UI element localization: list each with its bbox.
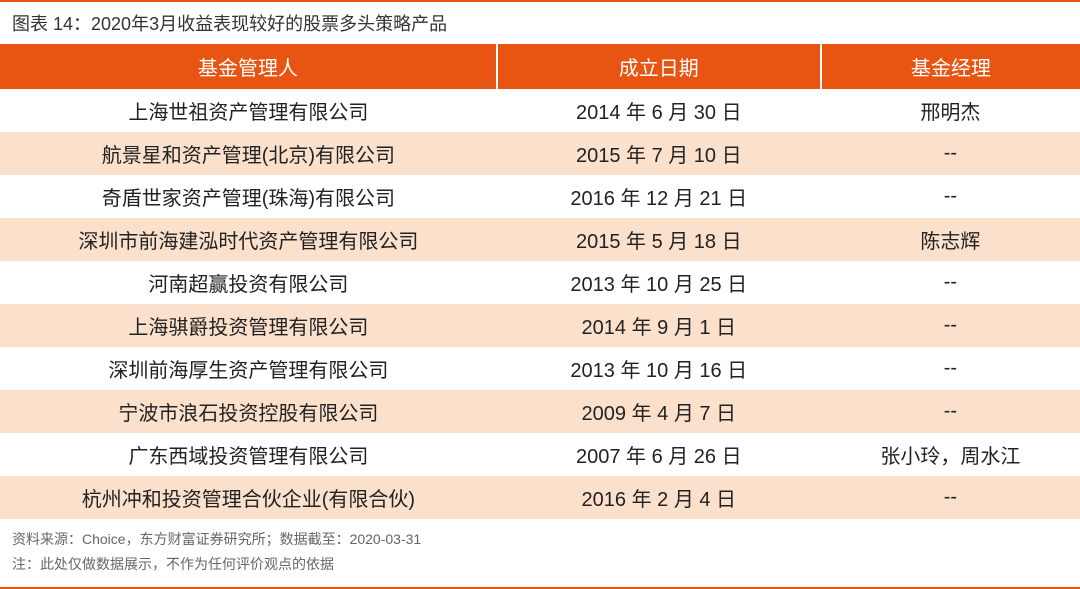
table-row: 河南超赢投资有限公司 2013 年 10 月 25 日 --	[0, 261, 1080, 304]
cell-manager: 宁波市浪石投资控股有限公司	[0, 390, 497, 433]
table-row: 杭州冲和投资管理合伙企业(有限合伙) 2016 年 2 月 4 日 --	[0, 476, 1080, 519]
cell-date: 2016 年 2 月 4 日	[497, 476, 821, 519]
table-row: 奇盾世家资产管理(珠海)有限公司 2016 年 12 月 21 日 --	[0, 175, 1080, 218]
table-row: 宁波市浪石投资控股有限公司 2009 年 4 月 7 日 --	[0, 390, 1080, 433]
table-row: 上海骐爵投资管理有限公司 2014 年 9 月 1 日 --	[0, 304, 1080, 347]
cell-pm: --	[821, 132, 1080, 175]
cell-manager: 河南超赢投资有限公司	[0, 261, 497, 304]
col-header-manager: 基金管理人	[0, 44, 497, 89]
cell-date: 2016 年 12 月 21 日	[497, 175, 821, 218]
table-header-row: 基金管理人 成立日期 基金经理	[0, 44, 1080, 89]
table-row: 深圳前海厚生资产管理有限公司 2013 年 10 月 16 日 --	[0, 347, 1080, 390]
col-header-pm: 基金经理	[821, 44, 1080, 89]
footnote-disclaimer: 注：此处仅做数据展示，不作为任何评价观点的依据	[12, 552, 1068, 577]
table-row: 广东西域投资管理有限公司 2007 年 6 月 26 日 张小玲，周水江	[0, 433, 1080, 476]
cell-date: 2013 年 10 月 25 日	[497, 261, 821, 304]
cell-manager: 航景星和资产管理(北京)有限公司	[0, 132, 497, 175]
cell-manager: 深圳市前海建泓时代资产管理有限公司	[0, 218, 497, 261]
cell-pm: 张小玲，周水江	[821, 433, 1080, 476]
cell-date: 2015 年 5 月 18 日	[497, 218, 821, 261]
figure-title: 图表 14：2020年3月收益表现较好的股票多头策略产品	[0, 0, 1080, 44]
cell-manager: 奇盾世家资产管理(珠海)有限公司	[0, 175, 497, 218]
cell-pm: --	[821, 304, 1080, 347]
figure-container: 图表 14：2020年3月收益表现较好的股票多头策略产品 基金管理人 成立日期 …	[0, 0, 1080, 589]
cell-pm: 陈志辉	[821, 218, 1080, 261]
cell-manager: 广东西域投资管理有限公司	[0, 433, 497, 476]
cell-date: 2014 年 9 月 1 日	[497, 304, 821, 347]
cell-manager: 杭州冲和投资管理合伙企业(有限合伙)	[0, 476, 497, 519]
table-row: 深圳市前海建泓时代资产管理有限公司 2015 年 5 月 18 日 陈志辉	[0, 218, 1080, 261]
cell-date: 2009 年 4 月 7 日	[497, 390, 821, 433]
cell-manager: 上海世祖资产管理有限公司	[0, 89, 497, 132]
cell-manager: 深圳前海厚生资产管理有限公司	[0, 347, 497, 390]
cell-pm: 邢明杰	[821, 89, 1080, 132]
table-row: 上海世祖资产管理有限公司 2014 年 6 月 30 日 邢明杰	[0, 89, 1080, 132]
cell-pm: --	[821, 390, 1080, 433]
table-row: 航景星和资产管理(北京)有限公司 2015 年 7 月 10 日 --	[0, 132, 1080, 175]
col-header-date: 成立日期	[497, 44, 821, 89]
table-body: 上海世祖资产管理有限公司 2014 年 6 月 30 日 邢明杰 航景星和资产管…	[0, 89, 1080, 519]
cell-date: 2014 年 6 月 30 日	[497, 89, 821, 132]
cell-date: 2015 年 7 月 10 日	[497, 132, 821, 175]
cell-date: 2007 年 6 月 26 日	[497, 433, 821, 476]
cell-pm: --	[821, 175, 1080, 218]
footnotes: 资料来源：Choice，东方财富证券研究所；数据截至：2020-03-31 注：…	[0, 519, 1080, 589]
footnote-source: 资料来源：Choice，东方财富证券研究所；数据截至：2020-03-31	[12, 527, 1068, 552]
cell-date: 2013 年 10 月 16 日	[497, 347, 821, 390]
fund-table: 基金管理人 成立日期 基金经理 上海世祖资产管理有限公司 2014 年 6 月 …	[0, 44, 1080, 519]
cell-pm: --	[821, 476, 1080, 519]
cell-manager: 上海骐爵投资管理有限公司	[0, 304, 497, 347]
cell-pm: --	[821, 261, 1080, 304]
cell-pm: --	[821, 347, 1080, 390]
